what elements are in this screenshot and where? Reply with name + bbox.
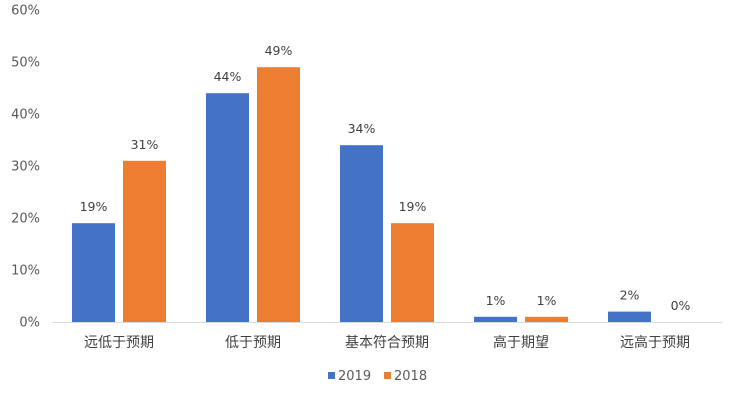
data-label: 19% (80, 199, 108, 214)
x-category-label: 基本符合预期 (345, 334, 429, 351)
bar-2018 (391, 223, 434, 322)
bar-2019 (608, 311, 651, 322)
x-category-label: 远高于预期 (620, 334, 690, 351)
bar-2018 (123, 160, 166, 322)
x-category-label: 远低于预期 (84, 335, 154, 351)
data-labels: 19% 44% 34% 1% 2% 31% 49% 19% 1% 0% (80, 43, 691, 313)
y-tick-label: 10% (11, 264, 40, 279)
data-label: 0% (671, 298, 691, 313)
axes: 0% 10% 20% 30% 40% 50% 60% 远低于预期 低于预期 基本符合预期 高于期望 远… (11, 4, 722, 351)
bar-2018 (525, 316, 568, 322)
bars (72, 67, 651, 322)
data-label: 49% (265, 43, 293, 58)
bar-2018 (257, 67, 300, 322)
bar-2019 (206, 93, 249, 322)
legend-swatch-2019 (328, 372, 335, 379)
data-label: 19% (399, 199, 427, 214)
bar-2019 (340, 145, 383, 322)
legend-swatch-2018 (384, 372, 391, 379)
legend-label: 2018 (394, 369, 427, 384)
x-category-label: 高于期望 (493, 334, 549, 351)
y-tick-label: 40% (11, 108, 40, 123)
bar-2019 (474, 316, 517, 322)
data-label: 1% (486, 293, 506, 308)
bar-2019 (72, 223, 115, 322)
legend-label: 2019 (338, 369, 371, 384)
x-category-label: 低于预期 (225, 335, 281, 351)
y-tick-label: 30% (11, 160, 40, 175)
y-tick-label: 50% (11, 56, 40, 71)
y-tick-label: 0% (19, 316, 40, 331)
data-label: 2% (620, 288, 640, 303)
data-label: 1% (537, 293, 557, 308)
data-label: 34% (348, 121, 376, 136)
data-label: 44% (214, 69, 242, 84)
data-label: 31% (131, 137, 159, 152)
y-tick-label: 20% (11, 212, 40, 227)
legend: 2019 2018 (328, 369, 427, 384)
y-tick-label: 60% (11, 4, 40, 19)
